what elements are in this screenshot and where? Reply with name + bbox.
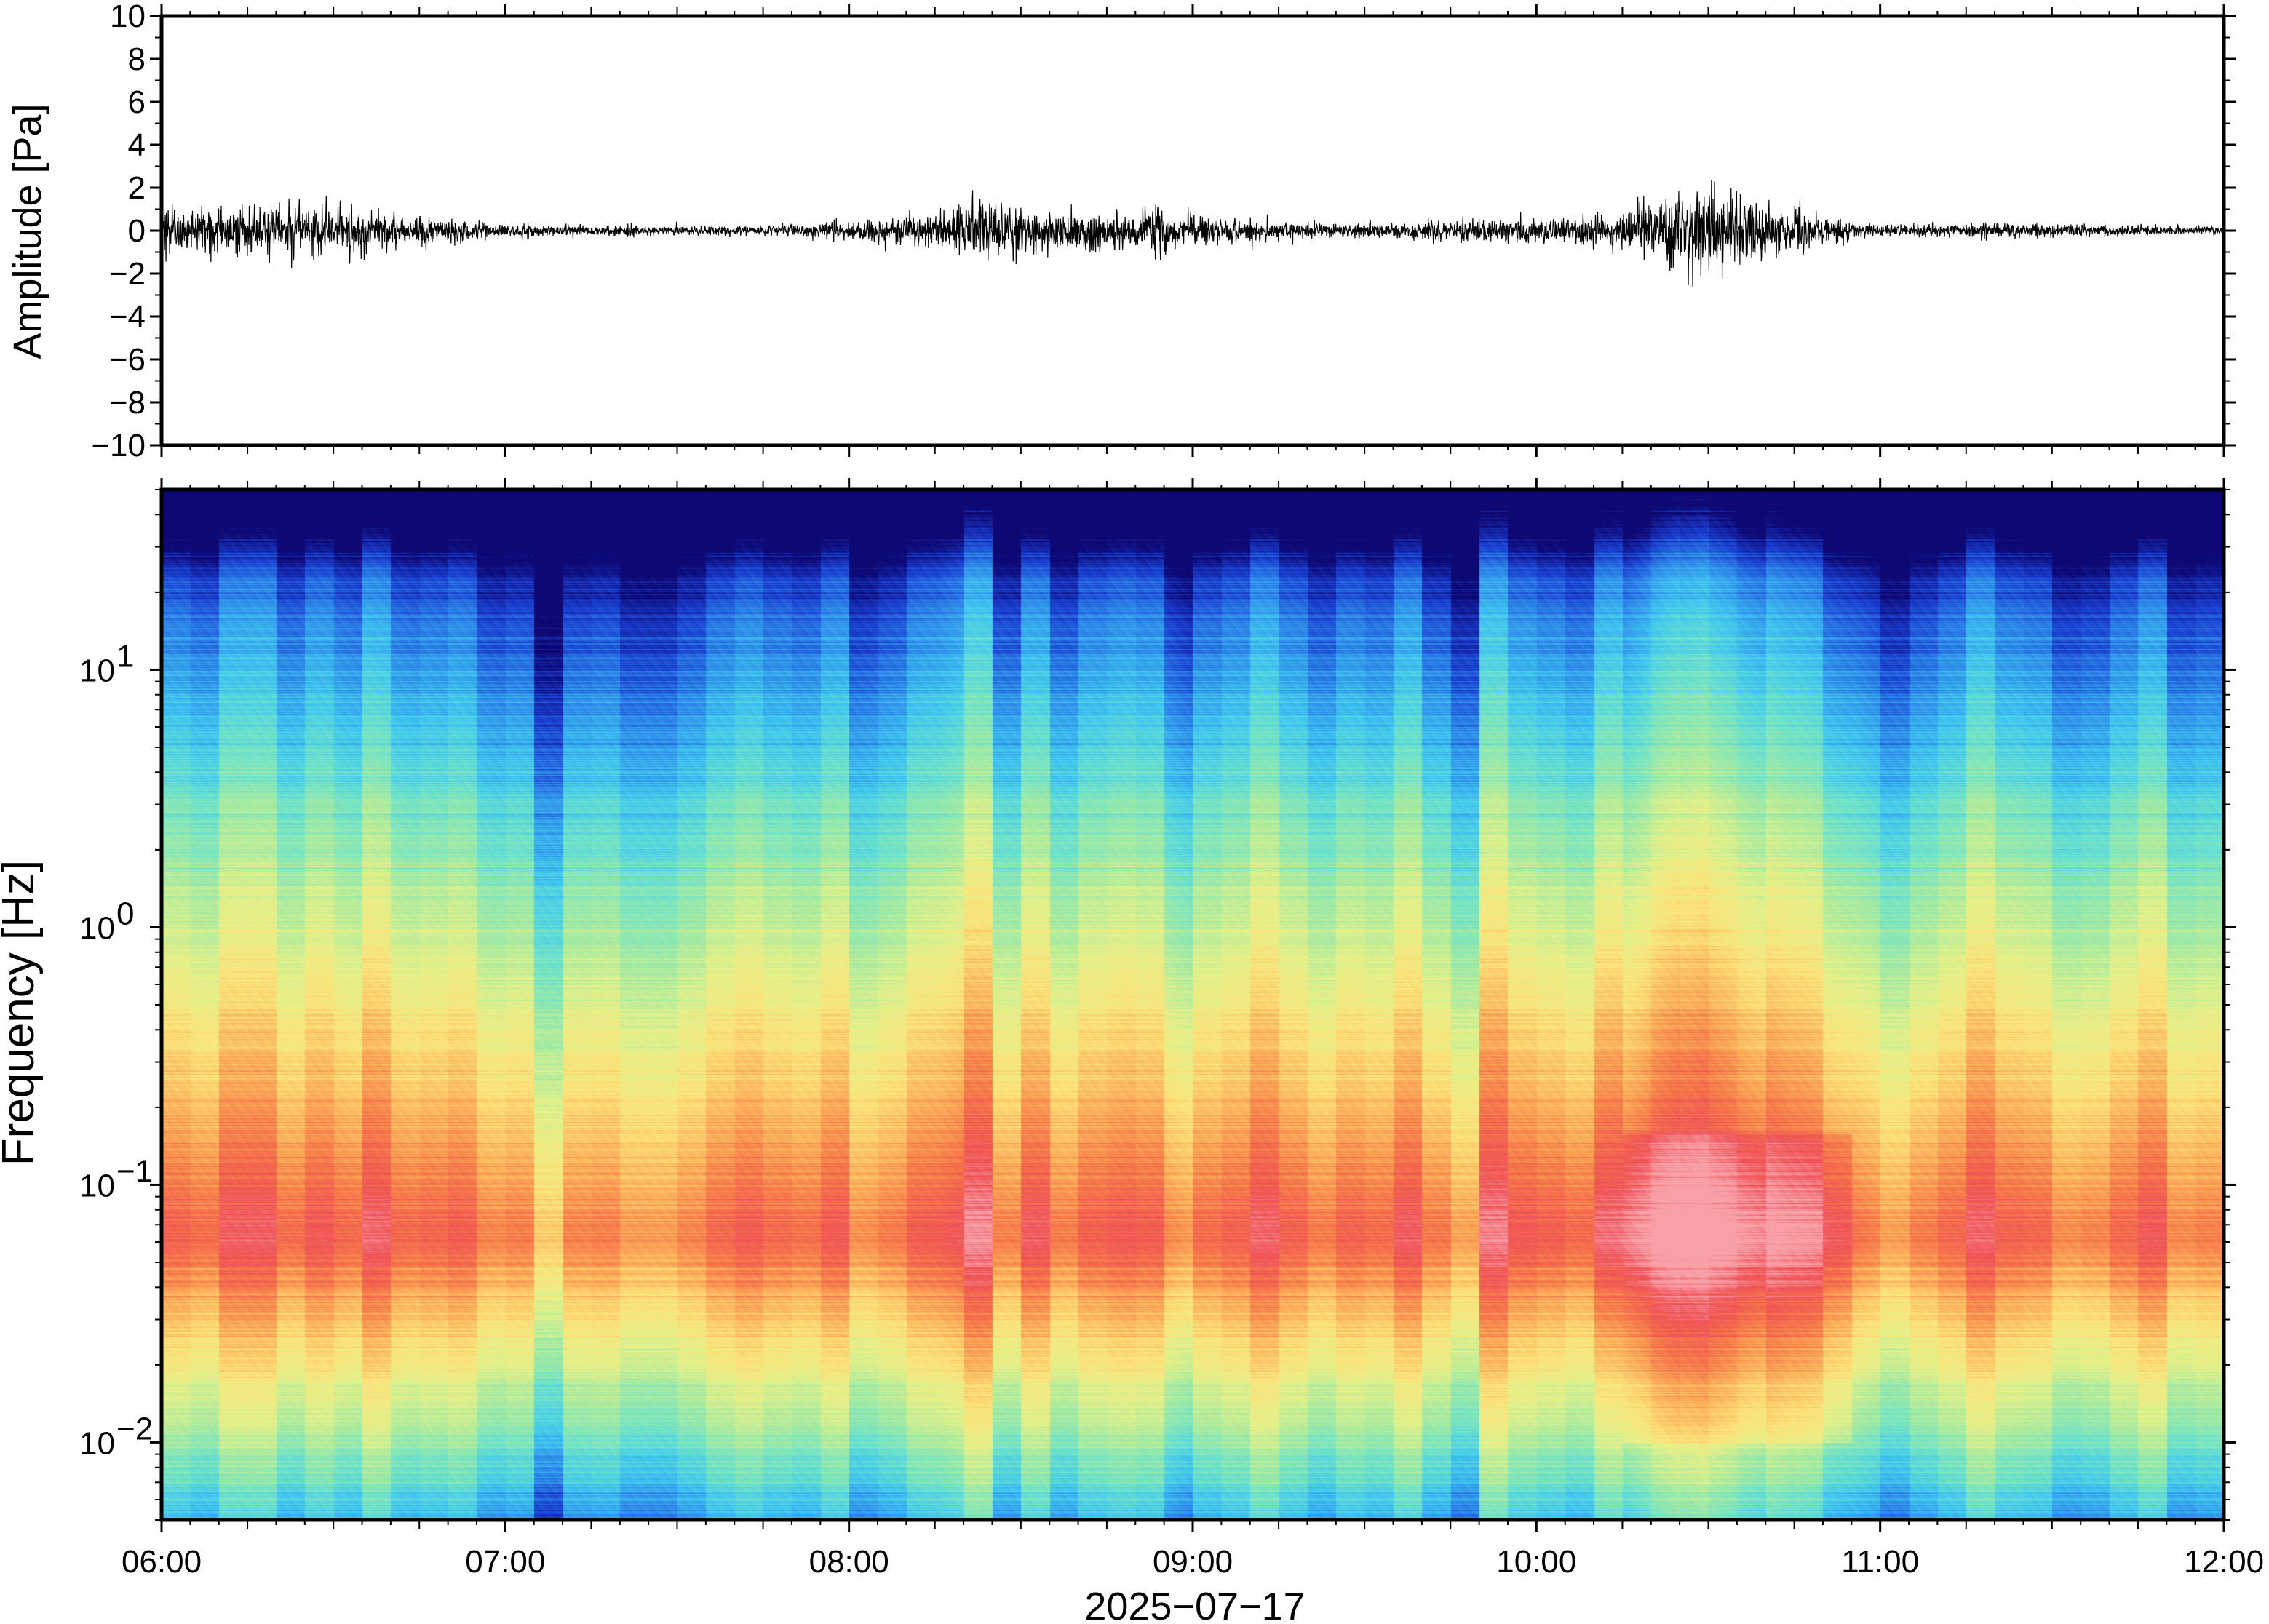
spectrogram-ytick-exponent: 0 [116,896,134,931]
time-tick-label: 06:00 [122,1544,202,1580]
waveform-ytick-label: 6 [128,84,146,120]
waveform-ytick-label: 2 [128,170,146,206]
waveform-panel: 10 8 6 4 2 0 −2 −4 −6 −8 −10 [91,0,2236,463]
time-tick-label: 09:00 [1153,1544,1233,1580]
waveform-ytick-label: 10 [110,0,146,34]
spectrogram-ytick-exponent: −2 [116,1411,153,1446]
spectrogram-ytick-label: 10 [79,1425,115,1461]
spectrogram-ytick-label: 10 [79,910,115,946]
amplitude-axis-title: Amplitude [Pa] [6,103,49,359]
time-tick-label: 11:00 [1841,1544,1919,1580]
time-tick-label: 10:00 [1496,1544,1576,1580]
spectrogram-ytick-label: 10 [79,653,115,688]
date-axis-title: 2025−07−17 [1084,1585,1305,1624]
waveform-ytick-label: 4 [128,127,146,163]
time-tick-label: 08:00 [809,1544,889,1580]
waveform-ytick-label: −8 [109,385,146,421]
waveform-ytick-label: 0 [128,213,146,249]
waveform-ytick-label: −6 [109,342,146,378]
time-tick-label: 12:00 [2184,1544,2264,1580]
frequency-axis-title: Frequency [Hz] [0,860,44,1166]
waveform-ytick-label: 8 [128,41,146,77]
waveform-trace [161,180,2225,287]
spectrogram-ytick-exponent: −1 [116,1153,153,1189]
time-tick-label: 07:00 [465,1544,545,1580]
waveform-ytick-label: −4 [109,299,146,335]
spectrogram-ytick-exponent: 1 [116,638,134,674]
waveform-ytick-label: −2 [109,256,146,292]
spectrogram-image [162,490,2224,1520]
spectrogram-ytick-label: 10 [79,1168,115,1203]
waveform-ytick-label: −10 [91,428,146,463]
spectrogram-frame [159,487,2226,1522]
